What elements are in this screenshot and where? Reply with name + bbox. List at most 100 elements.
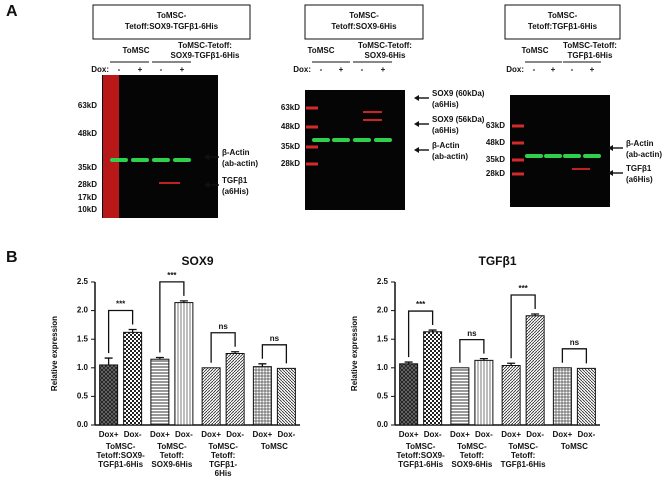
y-tick-label: 0.5: [77, 392, 89, 401]
group-label: TGFβ1-6His: [98, 460, 143, 469]
ladder-band: [306, 106, 318, 110]
panel-label: A: [6, 3, 18, 20]
dox-label: Dox:: [506, 65, 524, 74]
dox-sign: -: [533, 65, 536, 74]
lane-group: ToMSC-Tetoff:: [358, 41, 412, 50]
y-tick-label: 2.0: [77, 306, 89, 315]
blot-image: [102, 75, 218, 218]
x-tick-label: Dox+: [450, 430, 470, 439]
significance-label: ns: [467, 329, 477, 338]
bar: [252, 366, 272, 426]
x-tick-label: Dox-: [526, 430, 544, 439]
band-label: (a6His): [432, 126, 459, 135]
error-bar: [128, 328, 137, 333]
y-tick-label: 2.5: [77, 277, 89, 286]
header-text: Tetoff:TGFβ1-6His: [528, 22, 598, 31]
band-label: (a6His): [432, 100, 459, 109]
bar: [399, 363, 419, 426]
y-tick-label: 0.0: [77, 420, 89, 429]
bar: [276, 367, 296, 426]
dox-sign: +: [138, 65, 143, 74]
actin-band: [563, 154, 581, 158]
band-label: (ab-actin): [222, 159, 258, 168]
significance-label: ns: [218, 322, 228, 331]
band-label: SOX9 (56kDa): [432, 115, 485, 124]
group-label: ToMSC-: [457, 442, 487, 451]
error-bar: [479, 357, 488, 361]
marker-label: 10kD: [78, 205, 97, 214]
bar: [474, 359, 494, 426]
bar: [99, 364, 119, 426]
actin-band: [353, 138, 371, 142]
significance-bracket: [159, 281, 185, 353]
group-label: TGFβ1-6His: [501, 460, 546, 469]
group-label: TGFβ1-: [209, 460, 237, 469]
y-tick-label: 1.5: [77, 334, 89, 343]
x-tick-label: Dox+: [99, 430, 119, 439]
band-label: β-Actin: [432, 141, 460, 150]
chart-title: SOX9: [181, 254, 213, 268]
blot-image: [305, 90, 405, 210]
marker-label: 28kD: [486, 169, 505, 178]
group-label: ToMSC: [561, 442, 588, 451]
actin-band: [544, 154, 562, 158]
bar: [576, 367, 596, 426]
x-tick-label: Dox+: [501, 430, 521, 439]
lane-group: SOX9-TGFβ1-6His: [171, 51, 240, 60]
band-label: β-Actin: [222, 148, 250, 157]
group-label: Tetoff:: [211, 451, 235, 460]
header-box: [304, 4, 424, 40]
ladder-band: [306, 145, 318, 149]
actin-band: [312, 138, 330, 142]
error-bar: [507, 362, 516, 366]
ladder-band: [512, 124, 524, 128]
arrow-head: [608, 145, 613, 151]
group-label: 6His: [215, 469, 232, 478]
lane-group: SOX9-6His: [365, 51, 406, 60]
arrow-head: [414, 95, 419, 101]
band-label: TGFβ1: [626, 164, 652, 173]
marker-label: 28kD: [78, 180, 97, 189]
error-bar: [404, 361, 413, 364]
header-text: ToMSC-: [548, 11, 578, 20]
significance-bracket: [261, 344, 288, 364]
error-bar: [428, 329, 437, 332]
lane-group: TGFβ1-6His: [568, 51, 613, 60]
band-label: (ab-actin): [626, 150, 662, 159]
bar: [225, 353, 245, 426]
lane-group: ToMSC: [308, 46, 335, 55]
band-label: (a6His): [222, 187, 249, 196]
significance-bracket: [210, 332, 236, 363]
y-tick-label: 1.5: [377, 334, 389, 343]
lane-group: ToMSC: [522, 46, 549, 55]
group-label: Tetoff:SOX9-: [396, 451, 445, 460]
dox-sign: +: [590, 65, 595, 74]
group-label: ToMSC-: [106, 442, 136, 451]
bar: [174, 302, 194, 426]
band-label: SOX9 (60kDa): [432, 89, 485, 98]
x-tick-label: Dox+: [201, 430, 221, 439]
marker-label: 63kD: [486, 121, 505, 130]
x-tick-label: Dox-: [175, 430, 193, 439]
group-label: Tetoff:: [460, 451, 484, 460]
group-label: ToMSC-: [406, 442, 436, 451]
group-label: Tetoff:: [160, 451, 184, 460]
group-label: SOX9-6His: [451, 460, 492, 469]
significance-label: ***: [167, 271, 177, 280]
x-tick-label: Dox-: [424, 430, 442, 439]
marker-label: 63kD: [78, 101, 97, 110]
arrow-head: [608, 170, 613, 176]
header-box: [92, 4, 251, 40]
bar: [423, 331, 443, 426]
ladder-lane: [103, 75, 119, 218]
dox-label: Dox:: [293, 65, 311, 74]
dox-sign: -: [160, 65, 163, 74]
significance-label: ***: [416, 300, 426, 309]
x-tick-label: Dox-: [475, 430, 493, 439]
group-label: TGFβ1-6His: [398, 460, 443, 469]
dox-sign: -: [320, 65, 323, 74]
arrow-head: [204, 182, 209, 188]
x-tick-label: Dox+: [150, 430, 170, 439]
x-tick-label: Dox-: [124, 430, 142, 439]
